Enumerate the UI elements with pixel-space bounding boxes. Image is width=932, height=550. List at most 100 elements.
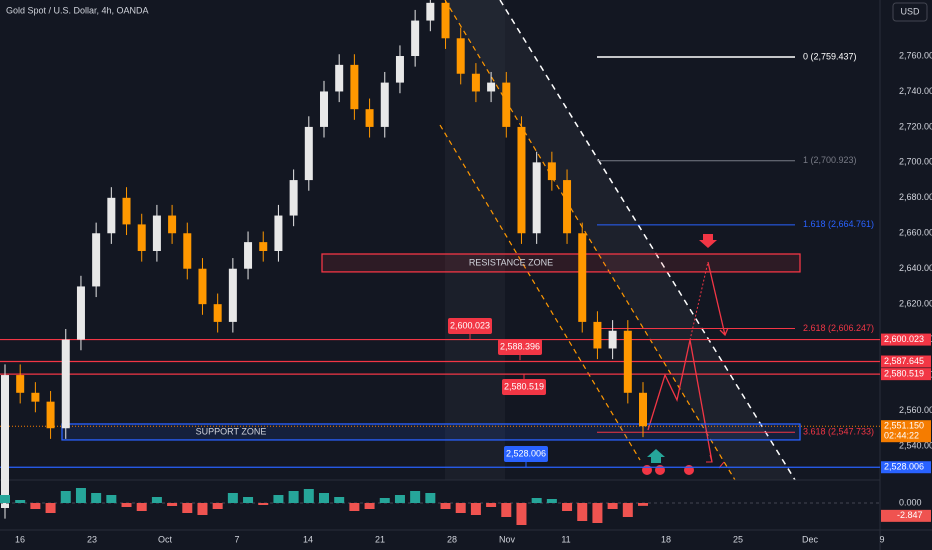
osc-last-label: -2.847 (897, 510, 923, 520)
x-tick-label: 14 (303, 534, 313, 544)
channel-lower (444, 0, 736, 481)
zone (321, 253, 801, 273)
currency-box[interactable] (892, 2, 928, 22)
fib-label: 0 (2,759.437) (803, 51, 857, 61)
osc-bar (60, 491, 71, 503)
candle-body (335, 64, 344, 92)
countdown: 02:44:22 (884, 431, 919, 441)
callout-box (502, 379, 546, 395)
candle-body (107, 197, 116, 234)
candle-body (304, 126, 313, 181)
callout-label: 2,600.023 (450, 320, 490, 330)
candle-body (228, 268, 237, 322)
x-tick-label: Oct (158, 534, 173, 544)
y-tick-label: 2,720.000 (899, 121, 932, 131)
fib-label: 1.618 (2,664.761) (803, 219, 874, 229)
osc-bar (486, 503, 497, 507)
x-tick-label: 18 (661, 534, 671, 544)
x-tick-label: 7 (234, 534, 239, 544)
event-icon[interactable] (642, 465, 652, 475)
candle-body (92, 233, 101, 287)
channel-fill (445, 0, 795, 480)
candle-body (183, 233, 192, 269)
candle-body (578, 233, 587, 322)
osc-bar (121, 503, 132, 507)
candle-body (16, 375, 25, 393)
candle-body (411, 20, 420, 57)
osc-bar (136, 503, 147, 511)
down-arrow-icon (699, 234, 717, 248)
osc-bar (319, 493, 329, 503)
osc-bar (501, 503, 512, 517)
osc-bar (577, 503, 588, 521)
channel-mid (439, 124, 641, 461)
osc-bar (91, 493, 102, 503)
osc-bar (288, 491, 299, 503)
candle-body (244, 242, 253, 269)
candle-body (608, 330, 617, 349)
osc-bar (197, 503, 208, 515)
osc-bar (379, 498, 390, 503)
fib-label: 2.618 (2,606.247) (803, 323, 874, 333)
x-tick-label: 21 (375, 534, 385, 544)
x-tick-label: 28 (447, 534, 457, 544)
x-tick-label: 25 (733, 534, 743, 544)
osc-bar (364, 503, 375, 509)
osc-zero-label: 0.000 (899, 497, 922, 507)
y-tick-label: 2,700.000 (899, 157, 932, 167)
osc-bar (531, 498, 542, 503)
y-tick-label: 2,760.000 (899, 50, 932, 60)
osc-bar (106, 495, 117, 503)
osc-bar (470, 503, 481, 515)
osc-bar (562, 503, 573, 511)
candle-body (426, 2, 435, 21)
channel-upper (499, 0, 796, 481)
up-arrow-icon (647, 449, 665, 463)
x-tick-label: Dec (802, 534, 819, 544)
y-tick-label: 2,680.000 (899, 192, 932, 202)
osc-bar (303, 489, 314, 503)
axis-price-label: 2,528.006 (884, 462, 924, 472)
candle-body (517, 126, 526, 234)
osc-bar (30, 503, 41, 509)
candle-body (198, 268, 207, 305)
x-tick-label: Nov (499, 534, 516, 544)
osc-bar (546, 499, 557, 503)
currency[interactable]: USD (900, 6, 920, 16)
axis-price-label: 2,587.645 (884, 356, 924, 366)
candle-body (532, 162, 541, 234)
candle-body (593, 321, 602, 349)
candle-body (380, 82, 389, 127)
projection-dotted (689, 261, 709, 341)
osc-bar (227, 493, 238, 503)
callout-label: 2,528.006 (506, 448, 546, 458)
candle-body (487, 82, 496, 92)
osc-bar (349, 503, 360, 511)
fib-label: 1 (2,700.923) (803, 155, 857, 165)
zone-label: SUPPORT ZONE (196, 426, 267, 436)
candle-body (471, 73, 480, 92)
osc-bar (455, 503, 466, 513)
candle-body (350, 64, 359, 110)
candle-body (502, 82, 511, 127)
x-tick-label: 11 (561, 534, 570, 544)
event-icon[interactable] (684, 465, 694, 475)
candle-body (547, 162, 556, 181)
candle-body (46, 401, 55, 429)
osc-bar (15, 500, 26, 503)
osc-bar (592, 503, 603, 523)
osc-bar (394, 495, 405, 503)
current-price-label: 2,551.150 (884, 421, 924, 431)
axis-price-tag (881, 368, 931, 381)
event-icon[interactable] (655, 465, 665, 475)
candle-body (259, 242, 268, 251)
current-price-tag (881, 420, 931, 443)
candle-body (168, 215, 177, 234)
candle-body (395, 56, 404, 83)
osc-bar (410, 491, 421, 503)
candle-body (137, 224, 146, 251)
axis-price-label: 2,600.023 (884, 334, 924, 344)
osc-bar (151, 497, 162, 503)
axis-price-tag (881, 461, 931, 474)
